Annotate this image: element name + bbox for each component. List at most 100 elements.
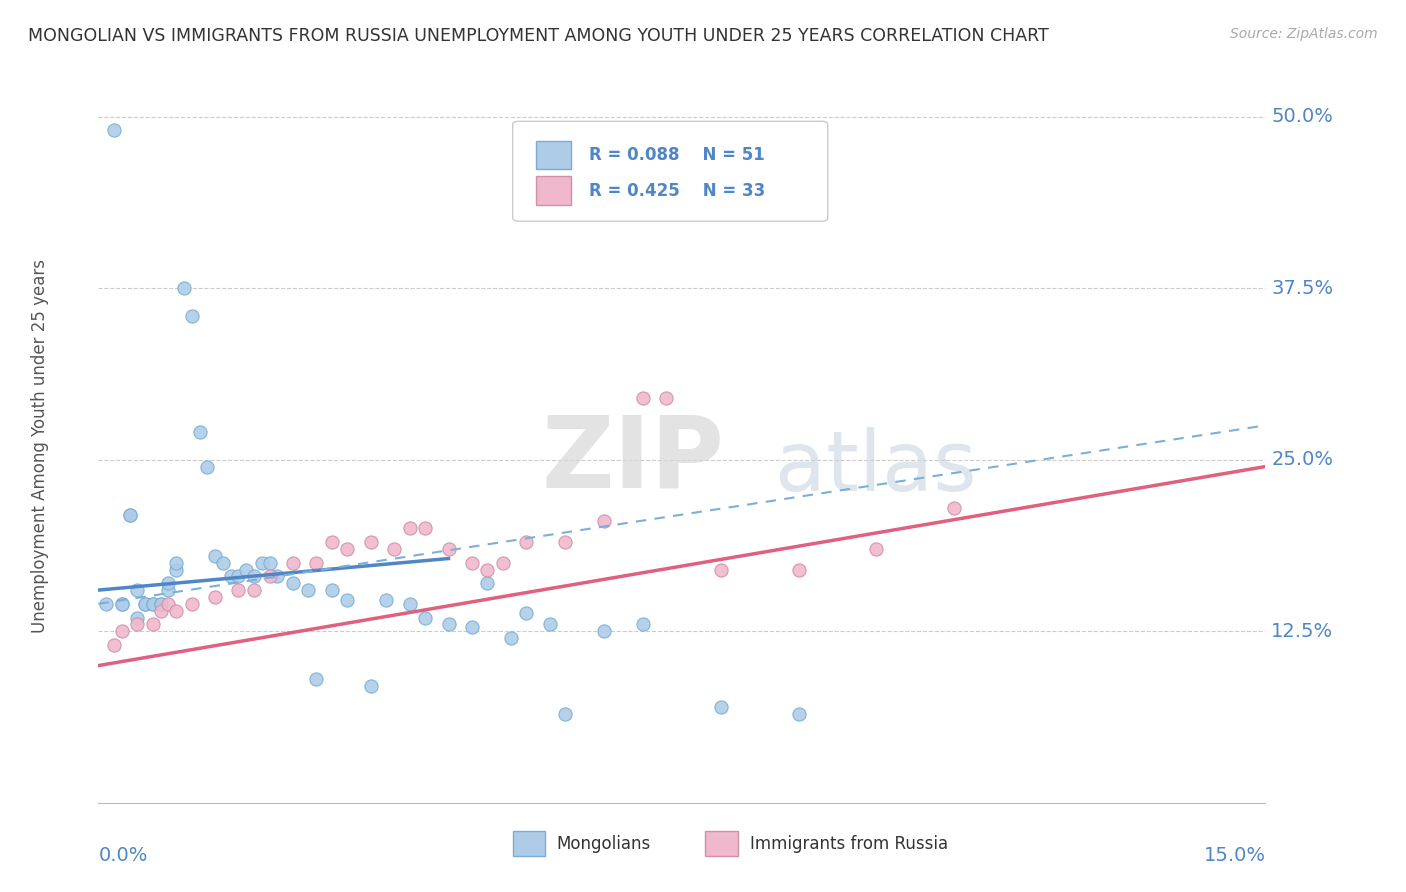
Point xyxy=(321,583,343,598)
Point xyxy=(382,541,405,556)
Point xyxy=(212,556,235,570)
Point xyxy=(157,576,180,591)
Point xyxy=(142,597,165,611)
Point xyxy=(461,556,484,570)
Point xyxy=(461,620,484,634)
Point xyxy=(149,604,172,618)
Point xyxy=(266,569,288,583)
Text: R = 0.425    N = 33: R = 0.425 N = 33 xyxy=(589,182,765,200)
Text: 37.5%: 37.5% xyxy=(1271,278,1333,298)
Point xyxy=(710,699,733,714)
Point xyxy=(499,631,522,645)
Point xyxy=(321,535,343,549)
Point xyxy=(165,556,187,570)
Point xyxy=(360,535,382,549)
Point xyxy=(243,583,266,598)
Point xyxy=(118,508,141,522)
FancyBboxPatch shape xyxy=(513,121,828,221)
FancyBboxPatch shape xyxy=(513,831,546,856)
Point xyxy=(554,706,576,721)
Point xyxy=(297,583,319,598)
Point xyxy=(127,583,149,598)
Point xyxy=(943,500,966,515)
Point xyxy=(111,597,134,611)
Point xyxy=(360,679,382,693)
Point xyxy=(111,597,134,611)
Point xyxy=(398,597,420,611)
Point xyxy=(305,556,328,570)
Point xyxy=(149,597,172,611)
Point xyxy=(165,562,187,576)
Point xyxy=(554,535,576,549)
Point xyxy=(157,597,180,611)
Point xyxy=(655,391,678,405)
Point xyxy=(492,556,515,570)
Point xyxy=(157,583,180,598)
Point xyxy=(281,576,304,591)
Text: atlas: atlas xyxy=(775,427,977,508)
Point xyxy=(336,541,359,556)
Point xyxy=(127,617,149,632)
Point xyxy=(305,673,328,687)
Text: 15.0%: 15.0% xyxy=(1204,846,1265,864)
FancyBboxPatch shape xyxy=(536,177,571,205)
Text: Unemployment Among Youth under 25 years: Unemployment Among Youth under 25 years xyxy=(31,259,49,633)
Point xyxy=(710,562,733,576)
Point xyxy=(142,617,165,632)
Point xyxy=(413,610,436,624)
Point xyxy=(477,576,499,591)
Text: 50.0%: 50.0% xyxy=(1271,107,1333,126)
Point xyxy=(180,597,202,611)
Point xyxy=(228,583,250,598)
Point xyxy=(180,309,202,323)
Point xyxy=(127,610,149,624)
Text: ZIP: ZIP xyxy=(541,412,724,508)
Point xyxy=(235,562,257,576)
Point xyxy=(787,706,810,721)
Point xyxy=(593,624,616,639)
Point xyxy=(149,597,172,611)
Point xyxy=(437,541,460,556)
Point xyxy=(515,535,537,549)
Point xyxy=(204,549,226,563)
Point xyxy=(103,638,125,652)
Point xyxy=(103,123,125,137)
Text: 0.0%: 0.0% xyxy=(98,846,148,864)
Point xyxy=(195,459,218,474)
Point xyxy=(250,556,273,570)
Point xyxy=(259,556,281,570)
Point xyxy=(243,569,266,583)
Point xyxy=(593,515,616,529)
Point xyxy=(413,521,436,535)
Point xyxy=(111,624,134,639)
Point xyxy=(631,391,654,405)
Point xyxy=(477,562,499,576)
Point xyxy=(173,281,195,295)
Text: Immigrants from Russia: Immigrants from Russia xyxy=(749,835,948,853)
Point xyxy=(134,597,156,611)
FancyBboxPatch shape xyxy=(706,831,738,856)
Point xyxy=(134,597,156,611)
Point xyxy=(375,592,398,607)
Point xyxy=(228,569,250,583)
Point xyxy=(515,607,537,621)
Point xyxy=(96,597,118,611)
Point xyxy=(538,617,561,632)
Point xyxy=(336,592,359,607)
FancyBboxPatch shape xyxy=(536,141,571,169)
Text: MONGOLIAN VS IMMIGRANTS FROM RUSSIA UNEMPLOYMENT AMONG YOUTH UNDER 25 YEARS CORR: MONGOLIAN VS IMMIGRANTS FROM RUSSIA UNEM… xyxy=(28,27,1049,45)
Point xyxy=(281,556,304,570)
Point xyxy=(219,569,242,583)
Point xyxy=(398,521,420,535)
Text: Source: ZipAtlas.com: Source: ZipAtlas.com xyxy=(1230,27,1378,41)
Point xyxy=(437,617,460,632)
Point xyxy=(188,425,211,440)
Text: 12.5%: 12.5% xyxy=(1271,622,1333,640)
Point xyxy=(118,508,141,522)
Text: 25.0%: 25.0% xyxy=(1271,450,1333,469)
Point xyxy=(631,617,654,632)
Point xyxy=(259,569,281,583)
Point xyxy=(142,597,165,611)
Text: R = 0.088    N = 51: R = 0.088 N = 51 xyxy=(589,146,765,164)
Point xyxy=(165,604,187,618)
